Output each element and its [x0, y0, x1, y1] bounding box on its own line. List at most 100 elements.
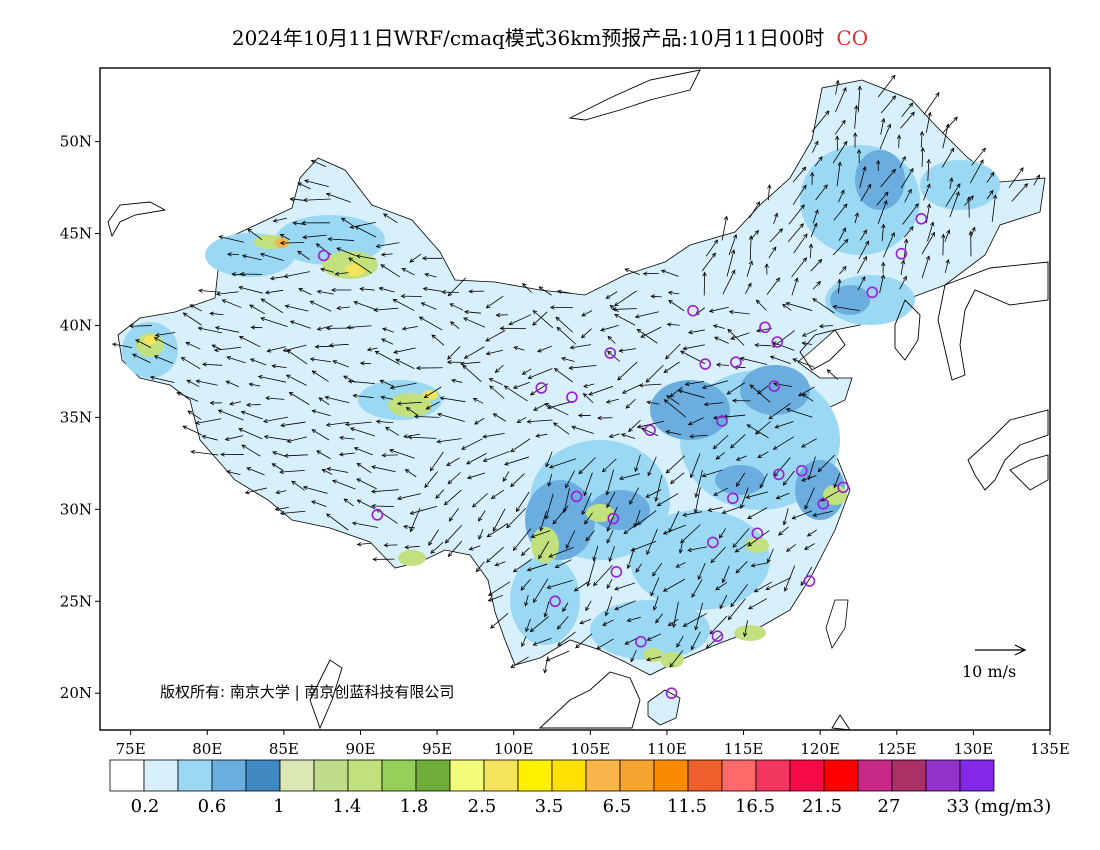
wind-arrow-head	[655, 618, 660, 624]
wind-arrow-head	[728, 309, 734, 315]
wind-arrow	[728, 598, 746, 620]
wind-arrow-head	[736, 482, 741, 488]
wind-arrow-head	[309, 300, 315, 305]
wind-arrow-head	[689, 434, 694, 439]
wind-arrow-head	[1023, 183, 1029, 188]
wind-arrow-head	[185, 341, 191, 346]
wind-arrow	[835, 80, 839, 95]
wind-arrow-head	[336, 305, 341, 311]
wind-arrow-head	[516, 418, 522, 424]
wind-arrow	[304, 180, 329, 188]
wind-arrow	[647, 456, 657, 476]
wind-arrow	[284, 271, 310, 278]
wind-arrow-head	[245, 402, 251, 408]
wind-arrow-head	[532, 310, 538, 315]
wind-arrow	[488, 595, 504, 602]
colorbar-swatch	[143, 759, 179, 792]
wind-arrow	[804, 487, 815, 510]
wind-arrow-head	[526, 567, 532, 572]
colorbar-swatch	[449, 759, 485, 792]
wind-arrow-head	[747, 542, 753, 547]
wind-arrow	[522, 283, 532, 293]
wind-arrow-head	[731, 249, 736, 255]
wind-arrow	[859, 229, 867, 241]
wind-arrow-head	[565, 483, 570, 489]
wind-arrow-head	[492, 413, 498, 418]
wind-arrow-head	[239, 271, 245, 277]
wind-arrow	[310, 358, 331, 363]
wind-arrow-head	[292, 221, 298, 226]
wind-arrow-head	[799, 223, 804, 228]
wind-arrow	[727, 329, 745, 346]
wind-arrow-head	[802, 184, 807, 190]
wind-arrow-head	[310, 159, 316, 164]
wind-arrow-head	[475, 567, 481, 573]
wind-arrow	[880, 118, 885, 135]
wind-arrow-head	[510, 663, 515, 668]
wind-arrow	[486, 295, 504, 309]
wind-arrow-head	[652, 606, 658, 611]
wind-arrow-head	[324, 395, 330, 400]
wind-arrow-head	[629, 500, 634, 505]
wind-arrow-head	[418, 316, 424, 321]
wind-arrow	[685, 380, 705, 385]
wind-arrow-head	[909, 226, 914, 231]
wind-arrow	[402, 268, 415, 276]
wind-arrow	[729, 311, 750, 315]
wind-arrow	[395, 358, 415, 370]
wind-arrow	[502, 471, 510, 482]
wind-arrow-head	[733, 233, 738, 239]
wind-arrow	[732, 528, 750, 548]
wind-arrow-head	[817, 258, 823, 264]
wind-arrow	[527, 563, 548, 571]
wind-arrow-head	[732, 398, 737, 403]
wind-arrow-head	[211, 344, 217, 349]
wind-arrow	[198, 327, 223, 334]
wind-arrow	[949, 191, 960, 218]
wind-arrow	[210, 312, 224, 316]
wind-arrow-head	[401, 326, 407, 331]
wind-arrow-head	[291, 480, 296, 485]
wind-arrow-head	[499, 326, 505, 331]
taiwan-island	[825, 599, 849, 649]
wind-arrow	[258, 376, 287, 383]
wind-arrow	[709, 615, 728, 635]
wind-arrow-head	[713, 239, 719, 245]
colorbar-swatch	[483, 759, 519, 792]
wind-arrow-head	[694, 625, 699, 631]
wind-arrow-head	[801, 332, 807, 337]
wind-arrow	[530, 616, 549, 632]
wind-arrow-head	[791, 515, 797, 520]
wind-arrow	[879, 274, 884, 294]
wind-arrow	[445, 525, 463, 544]
wind-arrow	[339, 452, 355, 456]
wind-arrow	[315, 345, 334, 348]
station-circle	[707, 536, 719, 549]
wind-arrow-head	[956, 183, 961, 188]
wind-arrow-head	[748, 260, 753, 266]
wind-arrow	[645, 489, 662, 498]
wind-arrow	[367, 347, 378, 351]
wind-arrow	[792, 185, 807, 205]
wind-arrow-head	[753, 588, 759, 593]
wind-arrow	[791, 257, 807, 278]
wind-arrow-head	[248, 382, 254, 387]
station-circle	[566, 391, 578, 403]
wind-arrow-head	[919, 130, 925, 136]
wind-reference-label: 10 m/s	[962, 662, 1016, 681]
wind-arrow-head	[812, 512, 818, 518]
wind-arrow-head	[709, 629, 715, 635]
wind-arrow	[740, 357, 768, 365]
wind-arrow-head	[400, 293, 406, 299]
wind-arrow	[716, 364, 730, 366]
wind-arrow	[583, 383, 595, 388]
wind-arrow	[444, 489, 462, 506]
wind-arrow	[944, 259, 949, 273]
wind-arrow	[585, 600, 592, 611]
map-axes: 75E 80E 85E 90E 95E 100E 105E 110E 115E 120E 125E 1…	[60, 133, 1070, 758]
colorbar-label: 0.6	[198, 796, 227, 817]
wind-arrow	[380, 380, 395, 387]
wind-arrow	[668, 619, 679, 626]
wind-arrow	[478, 528, 484, 540]
wind-arrow-head	[288, 392, 294, 397]
